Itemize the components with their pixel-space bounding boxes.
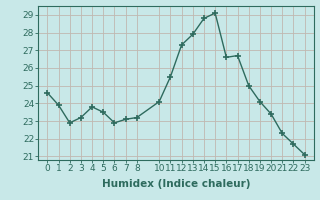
X-axis label: Humidex (Indice chaleur): Humidex (Indice chaleur) — [102, 179, 250, 189]
